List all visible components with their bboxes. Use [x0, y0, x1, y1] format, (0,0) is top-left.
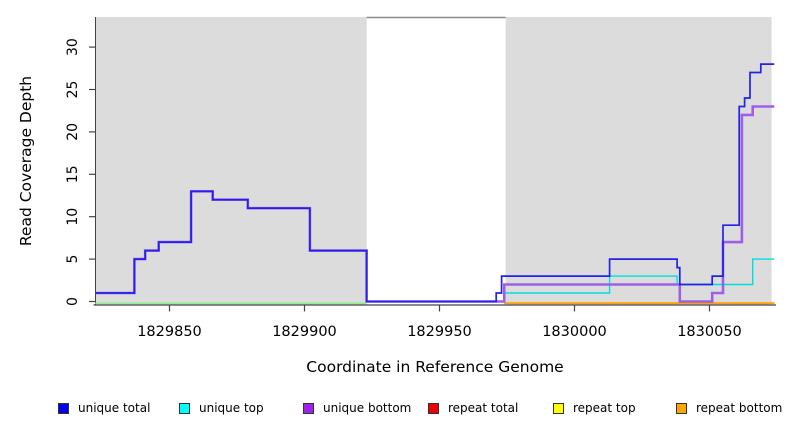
y-tick-label-10: 10 [65, 208, 81, 226]
series-line-unique-total [95, 63, 775, 303]
legend-swatch-unique-top [179, 402, 190, 414]
legend-label: repeat total [448, 401, 519, 415]
legend-swatch-unique-total [58, 402, 69, 414]
legend-item-repeat-bottom: repeat bottom [676, 401, 782, 415]
shaded-region-0 [95, 17, 367, 305]
x-tick-label-1829950: 1829950 [407, 324, 472, 340]
y-tick-label-30: 30 [65, 38, 81, 56]
legend-item-unique-top: unique top [179, 401, 264, 415]
x-tick-label-1829850: 1829850 [137, 324, 202, 340]
y-tick-label-15: 15 [65, 165, 81, 183]
y-tick-label-25: 25 [65, 81, 81, 99]
legend-swatch-repeat-top [553, 402, 564, 414]
legend-swatch-repeat-total [428, 402, 439, 414]
x-tick-label-1830000: 1830000 [542, 324, 607, 340]
legend-swatch-unique-bottom [303, 402, 314, 414]
x-axis-title: Coordinate in Reference Genome [306, 358, 563, 376]
legend-label: unique top [199, 401, 264, 415]
legend-label: repeat bottom [696, 401, 783, 415]
legend-label: unique bottom [323, 401, 412, 415]
x-tick-label-1829900: 1829900 [272, 324, 337, 340]
x-tick-label-1830050: 1830050 [677, 324, 742, 340]
legend-item-repeat-total: repeat total [428, 401, 518, 415]
y-axis-title: Read Coverage Depth [17, 76, 35, 246]
legend-item-unique-total: unique total [58, 401, 150, 415]
legend-item-repeat-top: repeat top [553, 401, 636, 415]
legend-label: unique total [78, 401, 151, 415]
y-tick-label-20: 20 [65, 123, 81, 141]
legend-label: repeat top [573, 401, 636, 415]
series-line-unique-top [504, 258, 775, 294]
shaded-region-1 [505, 17, 772, 305]
legend-swatch-repeat-bottom [676, 402, 687, 414]
y-tick-label-5: 5 [65, 255, 81, 264]
y-tick-label-0: 0 [65, 297, 81, 306]
legend-item-unique-bottom: unique bottom [303, 401, 411, 415]
coverage-chart: 0 5 10 15 20 25 30 1829850 1829900 1829950 1830000… [17, 16, 776, 376]
